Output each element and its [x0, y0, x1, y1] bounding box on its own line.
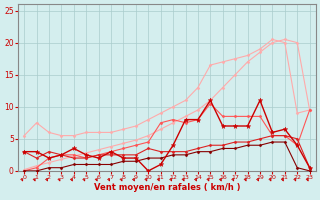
X-axis label: Vent moyen/en rafales ( km/h ): Vent moyen/en rafales ( km/h )	[94, 183, 240, 192]
